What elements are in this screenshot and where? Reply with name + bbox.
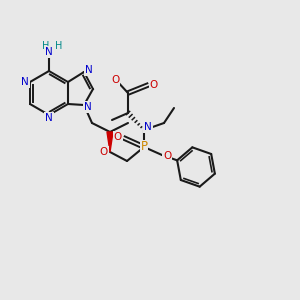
Text: N: N	[85, 65, 93, 75]
Text: O: O	[114, 132, 122, 142]
Text: O: O	[111, 75, 119, 85]
Text: P: P	[140, 140, 148, 154]
Polygon shape	[107, 132, 113, 152]
Text: N: N	[144, 122, 152, 132]
Text: N: N	[84, 102, 92, 112]
Text: O: O	[163, 151, 171, 161]
Text: -: -	[110, 71, 114, 81]
Text: N: N	[21, 77, 29, 87]
Text: H: H	[42, 41, 49, 51]
Text: O: O	[100, 147, 108, 157]
Text: O: O	[150, 80, 158, 90]
Text: N: N	[45, 47, 53, 57]
Text: H: H	[55, 41, 62, 51]
Text: N: N	[45, 113, 53, 123]
